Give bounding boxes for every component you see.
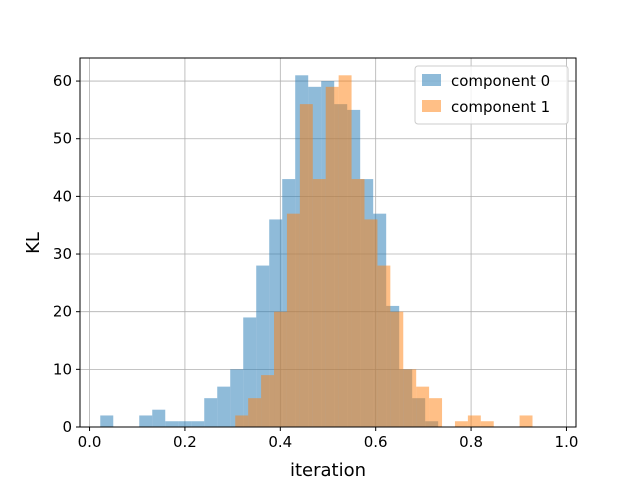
legend-label-component-0: component 0 [451, 72, 550, 90]
x-tick-label: 1.0 [555, 433, 579, 451]
legend: component 0 component 1 [414, 65, 569, 125]
x-tick-label: 0.0 [78, 433, 102, 451]
bar-component-1 [377, 265, 391, 427]
legend-box [414, 65, 569, 125]
legend-label-component-1: component 1 [451, 98, 550, 116]
bar-component-1 [416, 386, 430, 427]
bar-component-1 [351, 179, 365, 427]
y-axis-ticks: 0 10 20 30 40 50 60 [53, 72, 80, 436]
bar-component-1 [467, 415, 481, 427]
bar-component-1 [364, 219, 378, 427]
bar-component-0 [139, 415, 153, 427]
bar-component-0 [217, 386, 231, 427]
bar-component-1 [325, 86, 339, 427]
y-tick-label: 0 [62, 418, 72, 436]
bar-component-0 [152, 409, 166, 427]
bar-component-1 [261, 375, 275, 427]
histogram-bars [100, 75, 533, 427]
bar-component-1 [235, 415, 249, 427]
bar-component-1 [454, 421, 468, 427]
y-tick-label: 10 [53, 360, 72, 378]
bar-component-1 [274, 311, 287, 427]
bar-component-0 [165, 421, 179, 427]
y-tick-label: 20 [53, 303, 72, 321]
x-tick-label: 0.8 [459, 433, 483, 451]
bar-component-1 [312, 179, 326, 427]
legend-swatch-component-1 [422, 100, 441, 112]
plot-frame [79, 57, 577, 428]
y-tick-label: 30 [53, 245, 72, 263]
bar-component-0 [100, 415, 114, 427]
x-axis-label: iteration [290, 460, 366, 480]
y-axis-label: KL [23, 232, 44, 254]
bar-component-1 [299, 104, 313, 427]
y-tick-label: 50 [53, 130, 72, 148]
bar-component-1 [338, 75, 352, 427]
bar-component-0 [204, 398, 218, 427]
y-tick-label: 40 [53, 187, 72, 205]
bar-component-0 [230, 369, 244, 427]
x-tick-label: 0.2 [173, 433, 197, 451]
bar-component-1 [429, 398, 443, 427]
x-tick-label: 0.6 [364, 433, 388, 451]
bar-component-1 [403, 369, 417, 427]
x-tick-label: 0.4 [268, 433, 292, 451]
bar-component-1 [248, 398, 262, 427]
bar-component-0 [178, 421, 192, 427]
x-axis-ticks: 0.0 0.2 0.4 0.6 0.8 1.0 [78, 427, 579, 451]
bar-component-1 [286, 213, 300, 427]
bar-component-1 [519, 415, 533, 427]
bar-component-1 [390, 311, 404, 427]
bar-component-0 [191, 421, 205, 427]
y-tick-label: 60 [53, 72, 72, 90]
legend-swatch-component-0 [422, 74, 441, 86]
bar-component-1 [480, 421, 494, 427]
